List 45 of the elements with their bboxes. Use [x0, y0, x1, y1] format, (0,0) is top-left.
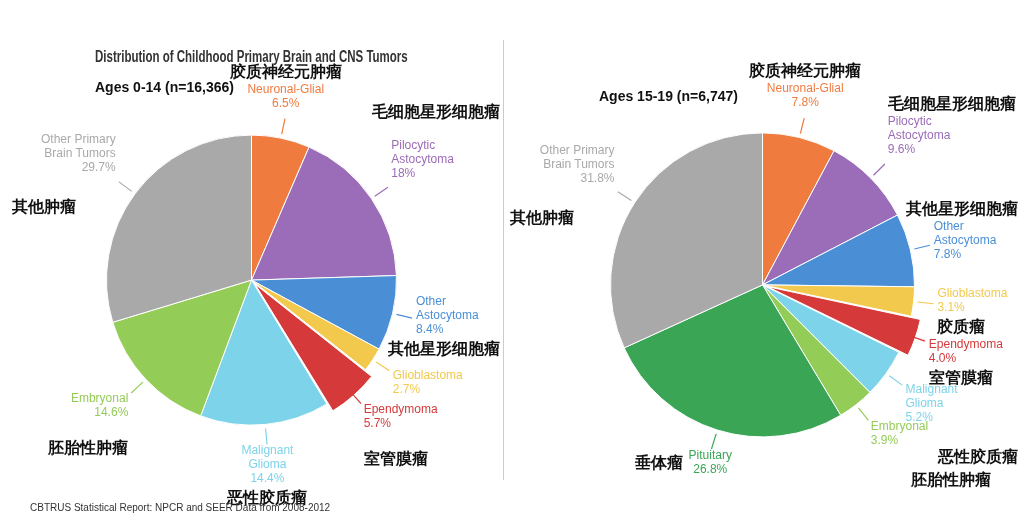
- data-label: 3.9%: [870, 432, 899, 447]
- text: 室管膜瘤: [363, 448, 428, 468]
- slice-label: Glioblastoma: [937, 286, 1008, 301]
- text: 其他星形细胞瘤: [388, 339, 500, 359]
- slice-label: Malignant Glioma: [241, 443, 295, 472]
- text: 毛细胞星形细胞瘤: [887, 94, 1016, 114]
- slice-label: Other Astocytoma: [415, 294, 479, 323]
- slice-label: Ependymoma: [928, 337, 1004, 352]
- data-label: 4.0%: [928, 351, 957, 366]
- text: 其他肿瘤: [11, 197, 76, 217]
- text: 胶质神经元肿瘤: [749, 61, 862, 81]
- data-label: 7.8%: [791, 95, 820, 110]
- text: 恶性胶质瘤: [938, 447, 1018, 467]
- text: 其他星形细胞瘤: [906, 199, 1018, 219]
- text: 垂体瘤: [634, 453, 683, 473]
- data-label: 26.8%: [693, 461, 728, 476]
- data-label: 8.4%: [415, 322, 444, 337]
- text: 胚胎性肿瘤: [910, 469, 991, 489]
- slice-label: Other Primary Brain Tumors: [41, 132, 116, 161]
- slice-label: Pilocytic Astocytoma: [391, 138, 455, 167]
- data-label: 29.7%: [81, 160, 117, 175]
- text: 其他肿瘤: [510, 207, 575, 227]
- slice-label: Other Astocytoma: [933, 219, 997, 248]
- data-label: 14.6%: [94, 404, 129, 419]
- data-label: 14.4%: [250, 471, 285, 486]
- data-label: 3.1%: [937, 300, 966, 315]
- data-label: 18%: [391, 166, 416, 181]
- slice-label: Ependymoma: [363, 401, 439, 416]
- data-label: 6.5%: [272, 95, 300, 110]
- chart-subtitle: Ages 15-19 (n=6,747): [599, 88, 738, 105]
- slice-label: Neuronal-Glial: [247, 81, 325, 96]
- slice-label: Other Primary Brain Tumors: [539, 142, 615, 171]
- slice-label: Glioblastoma: [392, 367, 464, 382]
- slice-label: Neuronal-Glial: [766, 81, 844, 96]
- text: 胶质瘤: [937, 317, 986, 337]
- slice-label: Pilocytic Astocytoma: [887, 114, 951, 143]
- data-label: 31.8%: [580, 170, 615, 185]
- data-label: 5.7%: [363, 415, 392, 430]
- data-label: 2.7%: [392, 381, 421, 396]
- text: 胚胎性肿瘤: [48, 437, 129, 457]
- data-label: 7.8%: [933, 247, 962, 262]
- slice-label: Embryonal: [70, 390, 129, 405]
- text: 毛细胞星形细胞瘤: [372, 102, 500, 122]
- data-label: 9.6%: [887, 142, 916, 157]
- slice-label: Pituitary: [688, 447, 732, 462]
